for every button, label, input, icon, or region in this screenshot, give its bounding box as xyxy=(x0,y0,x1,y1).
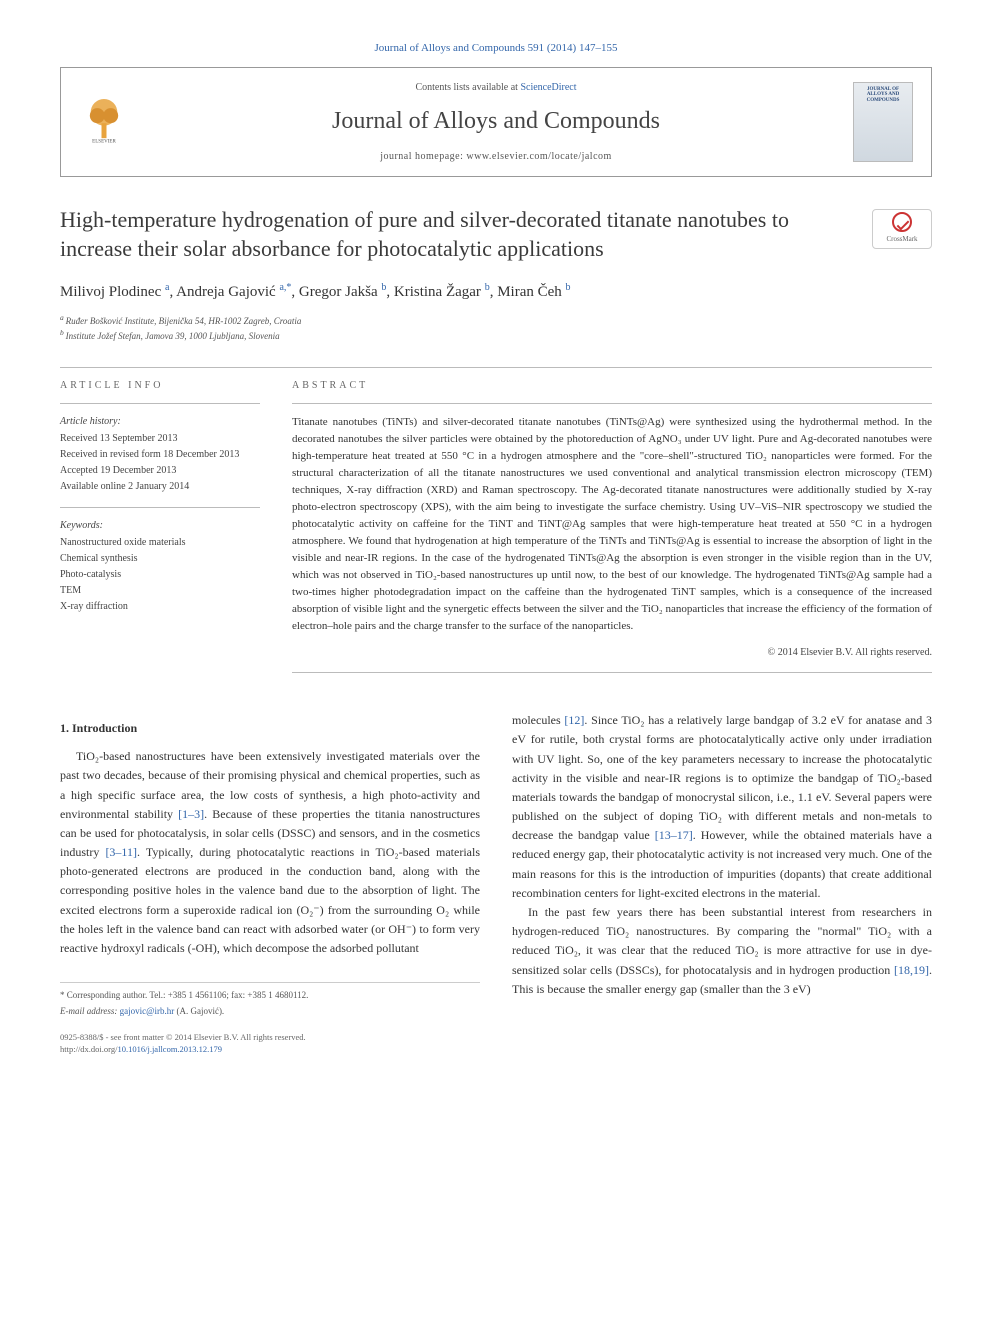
history-heading: Article history: xyxy=(60,414,260,429)
keyword-item: Chemical synthesis xyxy=(60,551,260,567)
svg-text:ELSEVIER: ELSEVIER xyxy=(92,139,116,144)
keyword-item: X-ray diffraction xyxy=(60,599,260,615)
keyword-item: Nanostructured oxide materials xyxy=(60,535,260,551)
journal-name: Journal of Alloys and Compounds xyxy=(159,103,833,139)
keyword-item: Photo-catalysis xyxy=(60,567,260,583)
footnote-block: * Corresponding author. Tel.: +385 1 456… xyxy=(60,982,480,1018)
corresponding-author-note: * Corresponding author. Tel.: +385 1 456… xyxy=(60,989,480,1003)
authors-list: Milivoj Plodinec a, Andreja Gajović a,*,… xyxy=(60,280,932,304)
doi-line: http://dx.doi.org/10.1016/j.jallcom.2013… xyxy=(60,1044,480,1056)
divider xyxy=(292,403,932,404)
author: Miran Čeh b xyxy=(497,284,570,300)
body-left-column: 1. Introduction TiO₂-based nanostructure… xyxy=(60,711,480,1056)
title-block: High-temperature hydrogenation of pure a… xyxy=(60,205,932,264)
journal-reference: Journal of Alloys and Compounds 591 (201… xyxy=(60,40,932,57)
abstract-copyright: © 2014 Elsevier B.V. All rights reserved… xyxy=(292,645,932,660)
article-title: High-temperature hydrogenation of pure a… xyxy=(60,205,852,264)
body-right-column: molecules [12]. Since TiO₂ has a relativ… xyxy=(512,711,932,1056)
doi-label: http://dx.doi.org/ xyxy=(60,1044,117,1054)
elsevier-tree-icon: ELSEVIER xyxy=(79,94,129,144)
email-suffix: (A. Gajović). xyxy=(174,1006,224,1016)
affiliation-line: a Ruđer Bošković Institute, Bijenička 54… xyxy=(60,313,932,328)
affiliations: a Ruđer Bošković Institute, Bijenička 54… xyxy=(60,313,932,342)
citation-link[interactable]: [12] xyxy=(564,713,584,727)
affiliation-line: b Institute Jožef Stefan, Jamova 39, 100… xyxy=(60,328,932,343)
history-item: Received 13 September 2013 xyxy=(60,431,260,447)
author-affiliation-sup: a,* xyxy=(279,282,291,293)
crossmark-label: CrossMark xyxy=(886,234,917,245)
body-columns: 1. Introduction TiO₂-based nanostructure… xyxy=(60,711,932,1056)
citation-link[interactable]: [3–11] xyxy=(105,845,137,859)
homepage-prefix: journal homepage: xyxy=(380,151,466,162)
crossmark-badge[interactable]: CrossMark xyxy=(872,209,932,249)
article-info-heading: ARTICLE INFO xyxy=(60,378,260,393)
abstract-column: ABSTRACT Titanate nanotubes (TiNTs) and … xyxy=(292,378,932,684)
author: Gregor Jakša b xyxy=(299,284,386,300)
homepage-url: www.elsevier.com/locate/jalcom xyxy=(466,151,611,162)
citation-link[interactable]: [1–3] xyxy=(178,807,204,821)
email-line: E-mail address: gajovic@irb.hr (A. Gajov… xyxy=(60,1005,480,1019)
text-segment: molecules xyxy=(512,713,564,727)
intro-heading: 1. Introduction xyxy=(60,719,480,737)
info-abstract-row: ARTICLE INFO Article history: Received 1… xyxy=(60,378,932,684)
author-affiliation-sup: b xyxy=(381,282,386,293)
author-affiliation-sup: b xyxy=(485,282,490,293)
keyword-item: TEM xyxy=(60,583,260,599)
history-item: Accepted 19 December 2013 xyxy=(60,463,260,479)
abstract-heading: ABSTRACT xyxy=(292,378,932,393)
author-affiliation-sup: a xyxy=(165,282,169,293)
text-segment: . Typically, during photocatalytic react… xyxy=(60,845,480,955)
article-info-column: ARTICLE INFO Article history: Received 1… xyxy=(60,378,260,684)
intro-paragraph-2: In the past few years there has been sub… xyxy=(512,903,932,999)
cover-text-main: ALLOYS AND COMPOUNDS xyxy=(858,92,908,103)
header-center: Contents lists available at ScienceDirec… xyxy=(159,80,833,164)
divider xyxy=(60,403,260,404)
text-segment: In the past few years there has been sub… xyxy=(512,905,932,977)
doi-link[interactable]: 10.1016/j.jallcom.2013.12.179 xyxy=(117,1044,222,1054)
footer-meta: 0925-8388/$ - see front matter © 2014 El… xyxy=(60,1032,480,1056)
author: Milivoj Plodinec a xyxy=(60,284,169,300)
contents-lists-line: Contents lists available at ScienceDirec… xyxy=(159,80,833,95)
text-segment: . Since TiO₂ has a relatively large band… xyxy=(512,713,932,842)
author-email-link[interactable]: gajovic@irb.hr xyxy=(120,1006,175,1016)
abstract-text: Titanate nanotubes (TiNTs) and silver-de… xyxy=(292,414,932,636)
journal-header: ELSEVIER Contents lists available at Sci… xyxy=(60,67,932,177)
keywords-heading: Keywords: xyxy=(60,518,260,533)
journal-cover-thumbnail: JOURNAL OF ALLOYS AND COMPOUNDS xyxy=(853,82,913,162)
author-affiliation-sup: b xyxy=(566,282,571,293)
divider xyxy=(60,507,260,508)
crossmark-icon xyxy=(892,212,912,232)
issn-line: 0925-8388/$ - see front matter © 2014 El… xyxy=(60,1032,480,1044)
divider xyxy=(60,367,932,368)
divider xyxy=(292,672,932,673)
intro-paragraph-1-continued: molecules [12]. Since TiO₂ has a relativ… xyxy=(512,711,932,903)
author: Kristina Žagar b xyxy=(394,284,490,300)
email-label: E-mail address: xyxy=(60,1006,120,1016)
elsevier-logo: ELSEVIER xyxy=(79,94,139,150)
citation-link[interactable]: [18,19] xyxy=(894,963,929,977)
citation-link[interactable]: [13–17] xyxy=(655,828,693,842)
history-list: Received 13 September 2013Received in re… xyxy=(60,431,260,495)
history-item: Available online 2 January 2014 xyxy=(60,479,260,495)
homepage-line: journal homepage: www.elsevier.com/locat… xyxy=(159,149,833,164)
keywords-list: Nanostructured oxide materialsChemical s… xyxy=(60,535,260,615)
history-item: Received in revised form 18 December 201… xyxy=(60,447,260,463)
intro-paragraph-1: TiO₂-based nanostructures have been exte… xyxy=(60,747,480,958)
sciencedirect-link[interactable]: ScienceDirect xyxy=(520,82,576,93)
contents-prefix: Contents lists available at xyxy=(415,82,520,93)
author: Andreja Gajović a,* xyxy=(176,284,291,300)
